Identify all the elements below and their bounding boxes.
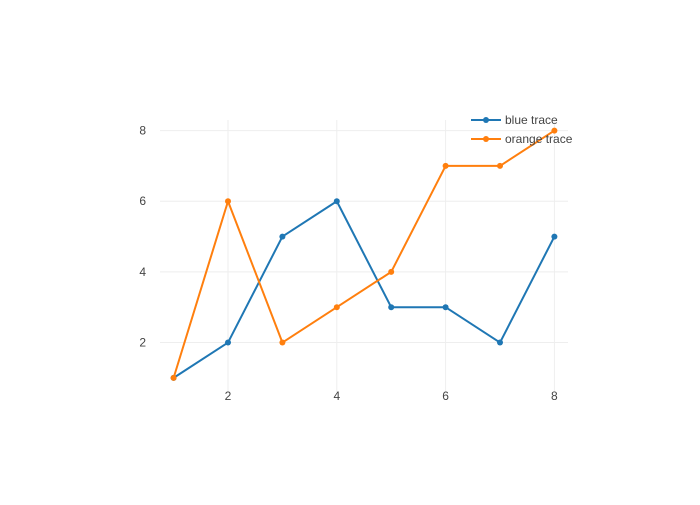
legend-item[interactable]: blue trace — [471, 113, 558, 127]
data-point[interactable] — [497, 339, 503, 346]
legend[interactable]: blue trace orange trace — [471, 113, 573, 146]
data-point[interactable] — [333, 198, 340, 205]
data-point[interactable] — [388, 268, 395, 275]
y-tick-label: 4 — [139, 265, 146, 279]
series-orange-trace — [170, 127, 558, 381]
legend-marker — [483, 117, 489, 123]
data-point[interactable] — [442, 162, 449, 169]
series-layer — [170, 127, 558, 381]
data-point[interactable] — [279, 233, 286, 240]
data-point[interactable] — [551, 233, 558, 240]
data-point[interactable] — [388, 304, 395, 311]
axes: 2 4 6 8 2 4 6 8 — [139, 124, 558, 403]
data-point[interactable] — [551, 127, 558, 134]
data-point[interactable] — [279, 339, 286, 346]
series-line — [172, 129, 555, 379]
data-point[interactable] — [225, 339, 231, 346]
data-point[interactable] — [333, 304, 340, 311]
data-point[interactable] — [497, 162, 503, 169]
x-tick-label: 2 — [225, 389, 232, 403]
series-line — [173, 200, 556, 379]
legend-marker — [483, 136, 489, 142]
x-tick-label: 6 — [442, 389, 449, 403]
data-point[interactable] — [170, 374, 177, 381]
y-tick-label: 6 — [139, 194, 146, 208]
legend-item[interactable]: orange trace — [471, 132, 573, 146]
legend-label: orange trace — [505, 132, 573, 146]
y-tick-label: 2 — [139, 336, 146, 350]
data-point[interactable] — [442, 304, 449, 311]
x-tick-label: 8 — [551, 389, 558, 403]
x-tick-label: 4 — [333, 389, 340, 403]
series-blue-trace — [170, 198, 558, 381]
data-point[interactable] — [225, 198, 231, 205]
y-tick-label: 8 — [139, 124, 146, 138]
legend-label: blue trace — [505, 113, 558, 127]
